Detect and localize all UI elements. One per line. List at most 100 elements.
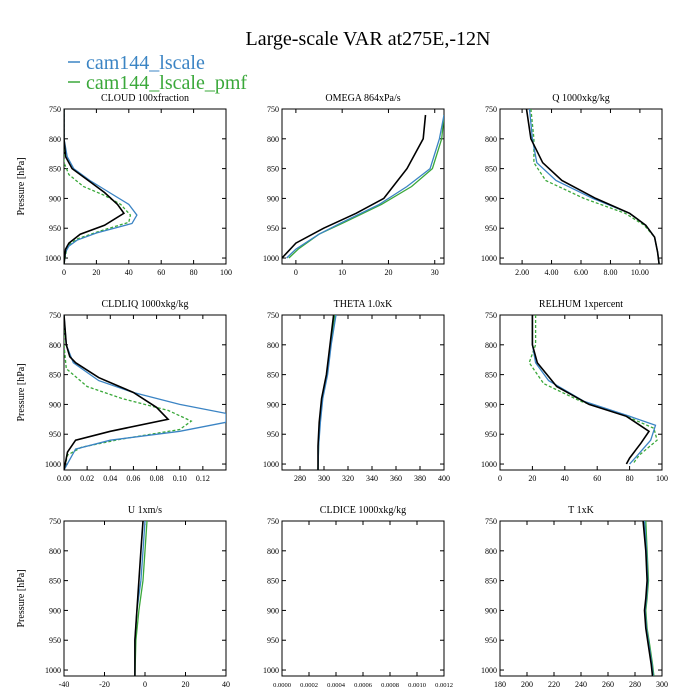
x-tick-label: 60 — [593, 474, 601, 483]
x-tick-label: 0.06 — [126, 474, 140, 483]
panel-frame — [281, 314, 445, 471]
y-axis-label: Pressure [hPa] — [16, 569, 27, 627]
x-tick-label: -20 — [99, 680, 110, 689]
x-tick-label: 80 — [190, 268, 198, 277]
y-axis-label: Pressure [hPa] — [16, 157, 27, 215]
x-tick-label: 0.0012 — [435, 682, 453, 689]
x-tick-label: 300 — [656, 680, 668, 689]
y-tick-label: 750 — [485, 311, 497, 320]
y-tick-label: 800 — [267, 135, 279, 144]
x-tick-label: 40 — [222, 680, 230, 689]
y-tick-label: 800 — [49, 135, 61, 144]
panel-title: OMEGA 864xPa/s — [325, 93, 400, 104]
series-line-lscale — [64, 315, 226, 470]
panel-8: CLDICE 1000xkg/kg 750 800 850 900 950 1000 0.00… — [263, 505, 453, 689]
x-tick-label: 0.0002 — [300, 682, 318, 689]
y-tick-label: 850 — [267, 165, 279, 174]
y-tick-label: 1000 — [263, 254, 279, 263]
x-tick-label: 0.0006 — [354, 682, 373, 689]
x-tick-label: -40 — [59, 680, 70, 689]
y-tick-label: 850 — [267, 371, 279, 380]
legend-label-lscale: cam144_lscale — [86, 52, 205, 74]
series-line-obs — [642, 521, 654, 676]
y-tick-label: 800 — [49, 547, 61, 556]
panel-5: THETA 1.0xK 750 800 850 900 950 1000 280 300 320 3… — [263, 299, 450, 483]
x-tick-label: 6.00 — [574, 268, 588, 277]
x-tick-label: 340 — [366, 474, 378, 483]
y-tick-label: 950 — [267, 224, 279, 233]
x-tick-label: 30 — [431, 268, 439, 277]
panel-title: CLDICE 1000xkg/kg — [320, 505, 406, 516]
x-tick-label: 20 — [182, 680, 190, 689]
y-tick-label: 750 — [49, 517, 61, 526]
series-line-pmf — [64, 109, 132, 264]
y-tick-label: 1000 — [481, 460, 497, 469]
series-line-pmf — [530, 109, 660, 264]
y-tick-label: 900 — [485, 194, 497, 203]
legend: cam144_lscale cam144_lscale_pmf — [68, 52, 247, 94]
x-tick-label: 2.00 — [515, 268, 529, 277]
y-tick-label: 850 — [49, 371, 61, 380]
figure-title: Large-scale VAR at275E,-12N — [246, 28, 491, 50]
x-tick-label: 0.12 — [196, 474, 210, 483]
y-tick-label: 1000 — [481, 666, 497, 675]
y-tick-label: 900 — [49, 400, 61, 409]
panel-9: T 1xK 750 800 850 900 950 1000 180 200 220 240 260 2… — [481, 505, 668, 689]
y-tick-label: 900 — [267, 194, 279, 203]
x-tick-label: 80 — [626, 474, 634, 483]
panel-3: Q 1000xkg/kg 750 800 850 900 950 1000 2.00 4.00 6… — [481, 93, 663, 277]
x-tick-label: 20 — [384, 268, 392, 277]
panel-frame — [499, 108, 663, 265]
y-tick-label: 950 — [267, 430, 279, 439]
panel-2: OMEGA 864xPa/s 750 800 850 900 950 1000 0 10 20 30 — [263, 93, 445, 277]
x-tick-label: 40 — [125, 268, 133, 277]
y-tick-label: 1000 — [45, 254, 61, 263]
series-line-lscale — [64, 109, 138, 264]
x-tick-label: 300 — [318, 474, 330, 483]
x-tick-label: 380 — [414, 474, 426, 483]
x-tick-label: 100 — [656, 474, 668, 483]
y-tick-label: 750 — [49, 105, 61, 114]
y-tick-label: 1000 — [45, 666, 61, 675]
y-axis-label: Pressure [hPa] — [16, 363, 27, 421]
series-line-obs — [134, 521, 144, 676]
y-tick-label: 750 — [267, 311, 279, 320]
series-line-obs — [64, 109, 126, 264]
y-tick-label: 900 — [485, 400, 497, 409]
y-tick-label: 750 — [49, 311, 61, 320]
y-tick-label: 750 — [267, 105, 279, 114]
y-tick-label: 950 — [485, 224, 497, 233]
x-tick-label: 0.10 — [173, 474, 187, 483]
y-tick-label: 900 — [49, 194, 61, 203]
panel-title: THETA 1.0xK — [334, 299, 393, 310]
y-tick-label: 850 — [49, 577, 61, 586]
x-tick-label: 200 — [521, 680, 533, 689]
y-tick-label: 1000 — [481, 254, 497, 263]
x-tick-label: 0.08 — [150, 474, 164, 483]
x-tick-label: 220 — [548, 680, 560, 689]
panel-title: T 1xK — [568, 505, 594, 516]
panel-frame — [499, 520, 663, 677]
x-tick-label: 0 — [62, 268, 66, 277]
y-tick-label: 1000 — [263, 460, 279, 469]
panel-frame — [63, 108, 227, 265]
x-tick-label: 0.00 — [57, 474, 71, 483]
y-tick-label: 800 — [485, 341, 497, 350]
y-tick-label: 900 — [267, 606, 279, 615]
x-tick-label: 260 — [602, 680, 614, 689]
x-tick-label: 0.0008 — [381, 682, 399, 689]
x-tick-label: 8.00 — [603, 268, 617, 277]
x-tick-label: 20 — [528, 474, 536, 483]
x-tick-label: 360 — [390, 474, 402, 483]
panel-title: Q 1000xkg/kg — [552, 93, 610, 104]
y-tick-label: 850 — [485, 577, 497, 586]
x-tick-label: 0 — [143, 680, 147, 689]
series-line-lscale — [531, 315, 657, 465]
y-tick-label: 800 — [49, 341, 61, 350]
y-tick-label: 800 — [267, 341, 279, 350]
y-tick-label: 950 — [485, 430, 497, 439]
y-tick-label: 900 — [49, 606, 61, 615]
